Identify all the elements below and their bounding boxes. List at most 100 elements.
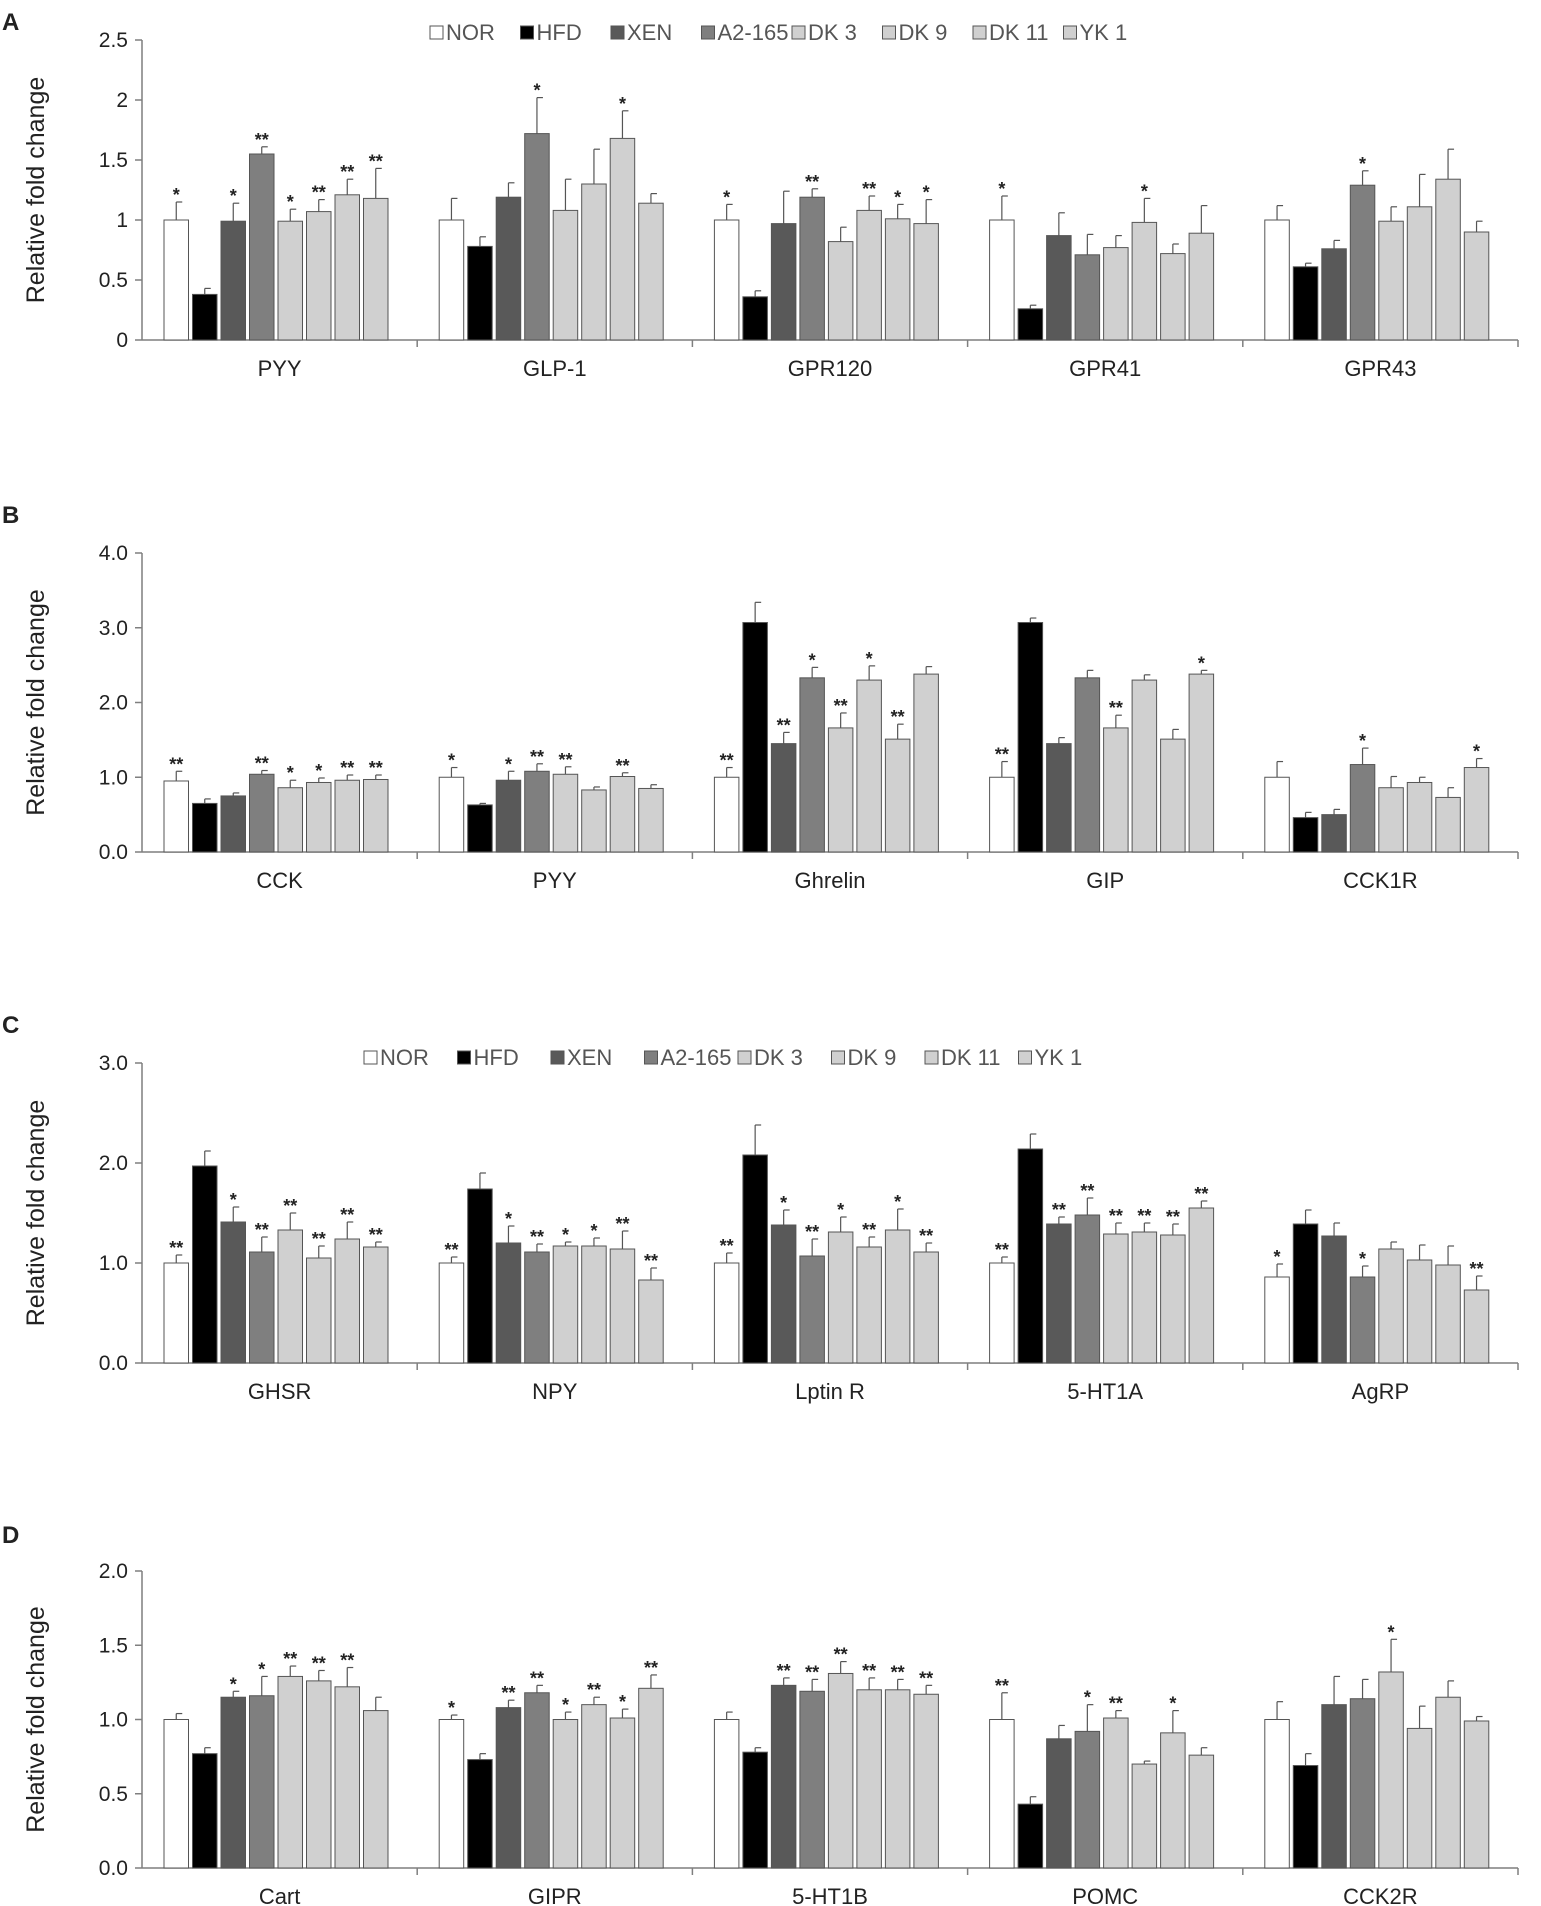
legend-label: DK 9: [899, 20, 948, 45]
bar-nor: [1264, 1719, 1290, 1869]
significance-label: **: [369, 758, 383, 778]
panel-d: D Relative fold change 0.0 0.5 1.0 1.5 2.0 Cart…: [2, 1522, 1519, 1906]
bar-dk11: [884, 1689, 911, 1869]
significance-label: **: [995, 1676, 1009, 1696]
category-label: GHSR: [248, 1379, 312, 1404]
significance-label: **: [312, 1653, 326, 1673]
significance-label: *: [619, 94, 626, 114]
bar-dk11: [334, 1686, 360, 1869]
bar-hfd: [467, 1188, 493, 1364]
bar-yk1: [363, 778, 389, 853]
legend-swatch-yk1: [1018, 1050, 1032, 1065]
legend-swatch-dk9: [831, 1050, 845, 1065]
bar-hfd: [1017, 1803, 1044, 1869]
bar-nor: [989, 1719, 1015, 1869]
y-axis-label: Relative fold change: [22, 589, 50, 816]
category-label: GPR120: [788, 356, 872, 381]
bar-dk3: [277, 1675, 303, 1869]
significance-label: **: [444, 1240, 458, 1260]
bar-a2-165: [799, 677, 825, 853]
bar-dk3: [1103, 727, 1129, 853]
category-label: GIPR: [528, 1884, 582, 1906]
bar-yk1: [363, 1246, 389, 1364]
y-tick-label: 2.5: [99, 29, 128, 52]
significance-label: *: [590, 1221, 597, 1241]
bar-nor: [438, 219, 465, 341]
legend-swatch-nor: [429, 25, 444, 40]
bar-dk11: [1160, 1732, 1186, 1869]
bar-dk9: [1406, 781, 1433, 853]
bar-a2-165: [799, 1255, 825, 1364]
bar-xen: [1046, 1223, 1072, 1364]
y-tick-label: 1.5: [99, 1634, 128, 1657]
y-tick-label: 1.5: [99, 149, 128, 172]
bar-dk9: [1406, 206, 1433, 341]
significance-label: **: [501, 1683, 515, 1703]
legend-label: A2-165: [718, 20, 789, 45]
bar-yk1: [638, 1279, 664, 1364]
bar-a2-165: [799, 1690, 825, 1869]
panel-letter: A: [2, 9, 19, 36]
significance-label: **: [777, 1661, 791, 1681]
bar-hfd: [1017, 308, 1044, 341]
bar-dk3: [1103, 247, 1129, 341]
bar-a2-165: [524, 1251, 550, 1364]
significance-label: **: [1166, 1207, 1180, 1227]
significance-label: **: [1109, 698, 1123, 718]
significance-label: **: [255, 130, 269, 150]
significance-label: **: [340, 1651, 354, 1671]
bar-a2-165: [1074, 1730, 1101, 1869]
significance-label: *: [230, 186, 237, 206]
bar-xen: [495, 196, 522, 341]
bar-dk9: [1131, 221, 1158, 341]
bar-xen: [495, 1707, 522, 1869]
significance-label: **: [862, 1661, 876, 1681]
significance-label: *: [230, 1190, 237, 1210]
panel-letter: D: [2, 1522, 19, 1549]
significance-label: **: [283, 1196, 297, 1216]
significance-label: **: [312, 1229, 326, 1249]
significance-label: **: [919, 1226, 933, 1246]
significance-label: *: [533, 81, 540, 101]
category-label: CCK: [256, 868, 303, 893]
bar-hfd: [192, 293, 218, 341]
bar-yk1: [1188, 1207, 1215, 1364]
y-axis-label: Relative fold change: [22, 77, 50, 304]
significance-label: *: [1084, 1688, 1091, 1708]
bar-dk11: [1160, 253, 1186, 341]
significance-label: **: [312, 183, 326, 203]
category-label: AgRP: [1352, 1379, 1409, 1404]
significance-label: *: [448, 1698, 455, 1718]
bar-yk1: [638, 787, 664, 853]
bar-nor: [1264, 219, 1290, 341]
bar-dk3: [277, 1229, 303, 1364]
bar-dk9: [306, 1257, 332, 1364]
bar-dk9: [306, 781, 332, 853]
bar-hfd: [1292, 266, 1319, 341]
bar-dk3: [827, 727, 854, 853]
bar-nor: [713, 776, 740, 853]
category-label: Cart: [259, 1884, 301, 1906]
y-tick-label: 4.0: [99, 542, 128, 565]
bar-hfd: [742, 1751, 768, 1869]
category-label: CCK2R: [1343, 1884, 1418, 1906]
y-axis-label: Relative fold change: [22, 1100, 50, 1327]
legend-label: HFD: [537, 20, 582, 45]
bar-nor: [713, 1262, 740, 1364]
significance-label: **: [340, 758, 354, 778]
bar-xen: [220, 1221, 246, 1364]
significance-label: **: [369, 151, 383, 171]
bar-yk1: [1463, 767, 1490, 853]
legend-label: XEN: [567, 1045, 612, 1070]
bar-xen: [220, 220, 246, 341]
significance-label: *: [723, 187, 730, 207]
bar-nor: [713, 1719, 740, 1869]
bar-yk1: [913, 1693, 939, 1869]
legend-swatch-nor: [363, 1050, 378, 1065]
significance-label: **: [340, 162, 354, 182]
bar-hfd: [192, 802, 218, 853]
bar-a2-165: [249, 153, 275, 341]
bar-dk9: [1131, 679, 1158, 853]
